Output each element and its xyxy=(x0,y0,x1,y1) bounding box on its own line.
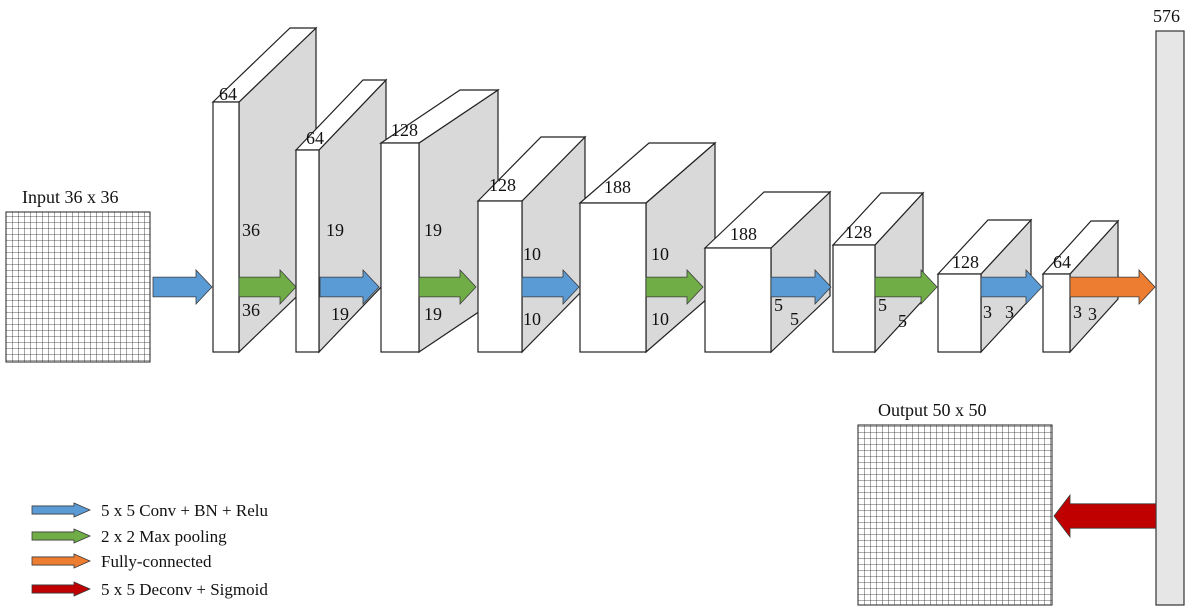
block-side-dim-label: 3 xyxy=(983,302,992,322)
layer-block: 188 10 10 xyxy=(578,141,717,354)
legend-item-deconv: 5 x 5 Deconv + Sigmoid xyxy=(31,580,268,599)
block-channels-label: 188 xyxy=(604,177,631,197)
block-bottom-dim-label: 3 xyxy=(1005,302,1014,322)
block-bottom-dim-label: 3 xyxy=(1088,304,1097,324)
block-bottom-dim-label: 10 xyxy=(651,309,669,329)
block-channels-label: 128 xyxy=(391,120,418,140)
layer-block: 64 36 36 xyxy=(211,26,318,354)
block-side-dim-label: 5 xyxy=(774,295,783,315)
layer-block: 128 10 10 xyxy=(476,135,587,354)
conv-arrow xyxy=(152,268,213,306)
block-channels-label: 188 xyxy=(730,224,757,244)
input-grid xyxy=(5,211,151,363)
conv-arrow xyxy=(521,268,580,306)
legend-pool-label: 2 x 2 Max pooling xyxy=(101,527,227,546)
block-front-face xyxy=(477,200,523,353)
block-channels-label: 64 xyxy=(1053,252,1071,272)
block-bottom-dim-label: 5 xyxy=(790,309,799,329)
block-side-dim-label: 36 xyxy=(242,220,260,240)
legend-item-conv: 5 x 5 Conv + BN + Relu xyxy=(31,501,268,520)
input-label: Input 36 x 36 xyxy=(22,187,119,207)
block-front-face xyxy=(704,247,772,353)
conv-arrow xyxy=(319,268,380,306)
block-front-face xyxy=(937,273,982,353)
block-front-face xyxy=(295,149,320,353)
block-channels-label: 128 xyxy=(845,222,872,242)
block-side-dim-label: 10 xyxy=(523,244,541,264)
legend-item-fc: Fully-connected xyxy=(31,552,212,571)
legend-conv-label: 5 x 5 Conv + BN + Relu xyxy=(101,501,268,520)
layer-block: 128 55 xyxy=(831,191,925,354)
block-side-dim-label: 19 xyxy=(424,220,442,240)
pool-arrow xyxy=(238,268,297,306)
block-bottom-dim-label: 10 xyxy=(523,309,541,329)
fc-size-label: 576 xyxy=(1153,6,1180,26)
conv-arrow xyxy=(770,268,832,306)
block-side-dim-label: 10 xyxy=(651,244,669,264)
block-side-dim-label: 19 xyxy=(326,220,344,240)
block-bottom-dim-label: 19 xyxy=(424,304,442,324)
block-front-face xyxy=(832,244,876,353)
fc-layer-bar xyxy=(1155,30,1185,606)
legend-conv-swatch xyxy=(31,502,91,518)
block-front-face xyxy=(380,142,420,353)
block-bottom-dim-label: 36 xyxy=(242,300,260,320)
block-front-face xyxy=(212,101,240,353)
legend-pool-swatch xyxy=(31,528,91,544)
output-grid xyxy=(857,424,1053,606)
block-channels-label: 128 xyxy=(952,252,979,272)
pool-arrow xyxy=(874,268,938,306)
block-bottom-dim-label: 19 xyxy=(331,304,349,324)
legend-fc-label: Fully-connected xyxy=(101,552,212,571)
layer-block: 188 55 xyxy=(703,190,832,354)
block-front-face xyxy=(579,202,647,353)
fc-arrow xyxy=(1069,268,1156,306)
block-channels-label: 64 xyxy=(219,84,237,104)
deconv-arrow xyxy=(1053,493,1157,539)
legend-deconv-label: 5 x 5 Deconv + Sigmoid xyxy=(101,580,268,599)
pool-arrow xyxy=(645,268,704,306)
legend-item-pool: 2 x 2 Max pooling xyxy=(31,527,227,546)
flow-arrows xyxy=(152,268,1157,539)
legend-fc-swatch xyxy=(31,553,91,569)
legend: 5 x 5 Conv + BN + Relu 2 x 2 Max pooling F… xyxy=(31,501,268,599)
block-bottom-dim-label: 5 xyxy=(898,311,907,331)
block-side-dim-label: 3 xyxy=(1073,302,1082,322)
pool-arrow xyxy=(418,268,477,306)
block-front-face xyxy=(1042,273,1071,353)
output-label: Output 50 x 50 xyxy=(878,400,987,420)
block-channels-label: 64 xyxy=(306,128,324,148)
feature-map-blocks: 6436366419191281919128101018810101885512… xyxy=(211,26,1120,354)
legend-deconv-swatch xyxy=(31,581,91,597)
block-side-dim-label: 5 xyxy=(878,295,887,315)
conv-arrow xyxy=(980,268,1043,306)
block-channels-label: 128 xyxy=(489,175,516,195)
